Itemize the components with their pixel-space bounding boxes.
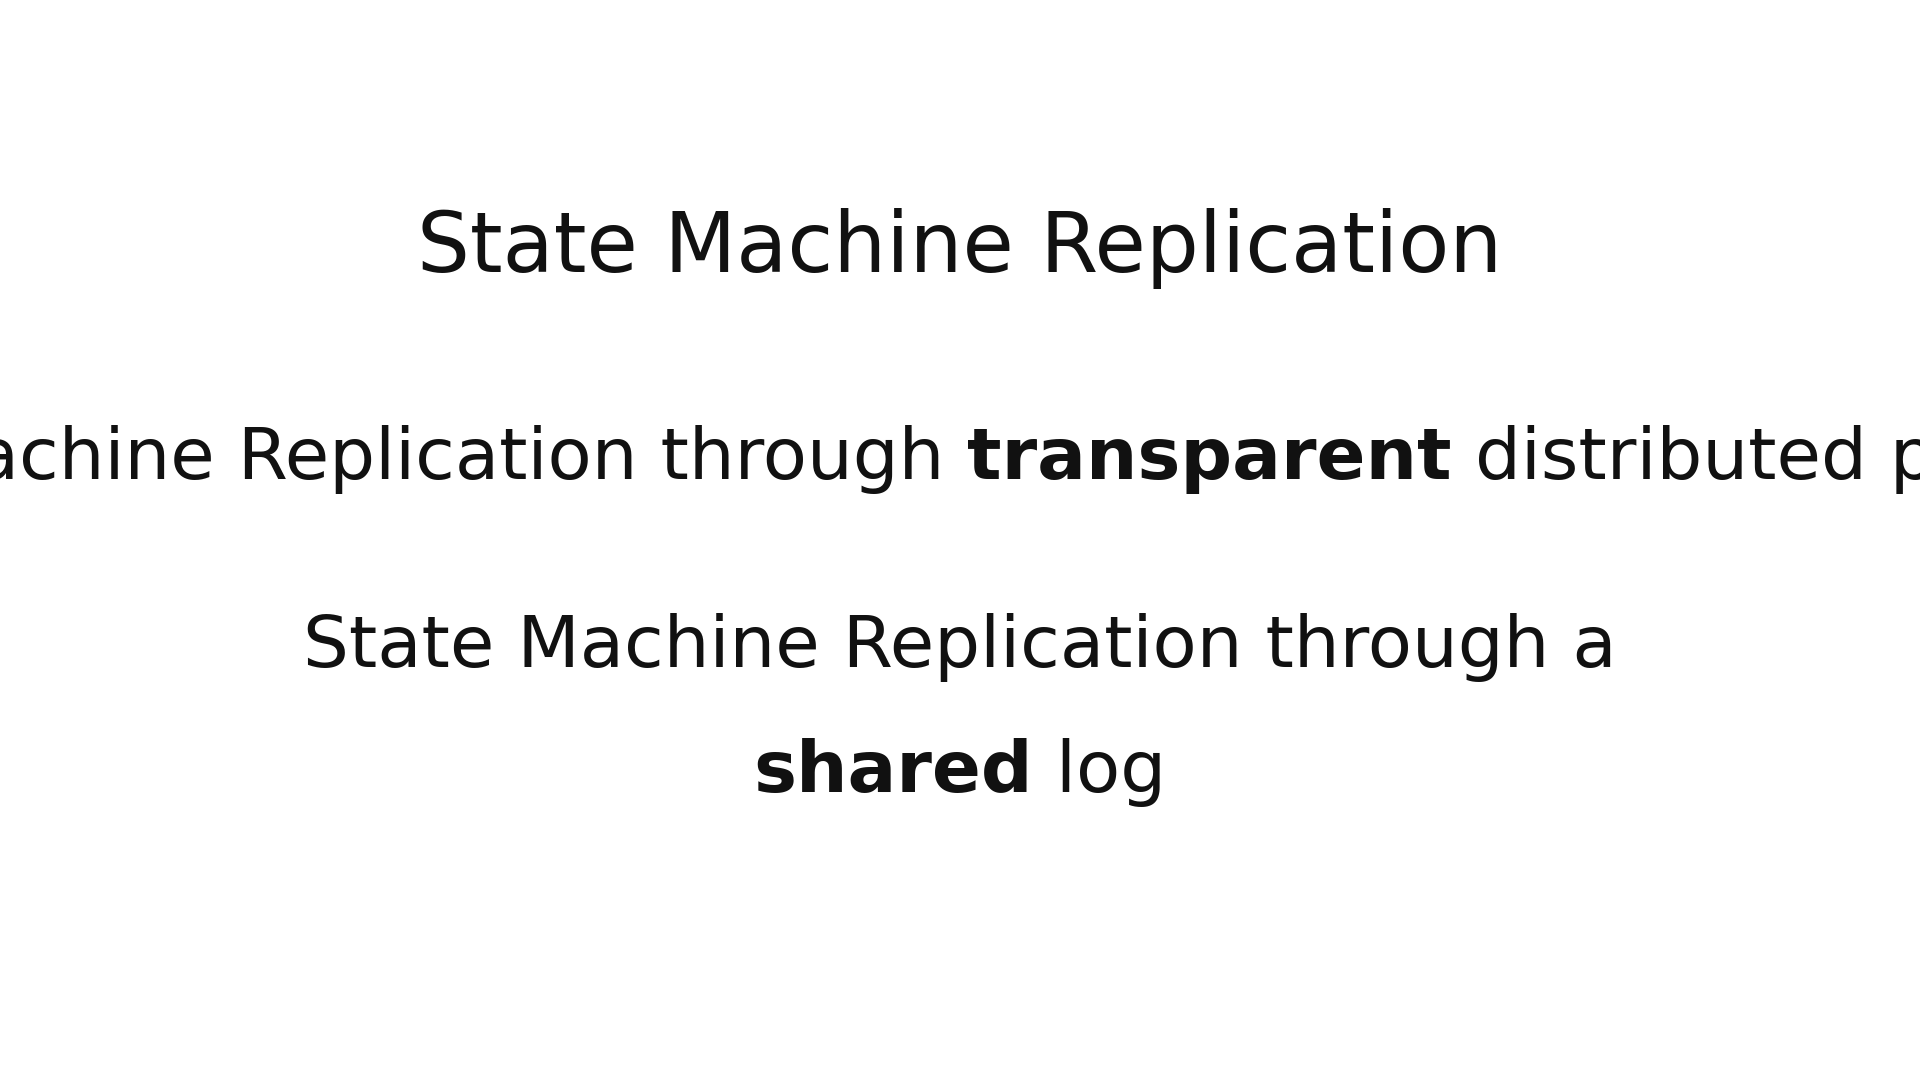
Text: distributed protocols: distributed protocols [1452,424,1920,494]
Text: log: log [1033,738,1165,807]
Text: shared: shared [755,738,1033,807]
Text: State Machine Replication through a: State Machine Replication through a [303,613,1617,683]
Text: State Machine Replication: State Machine Replication [417,207,1503,288]
Text: State Machine Replication through: State Machine Replication through [0,424,968,494]
Text: transparent: transparent [968,424,1452,494]
